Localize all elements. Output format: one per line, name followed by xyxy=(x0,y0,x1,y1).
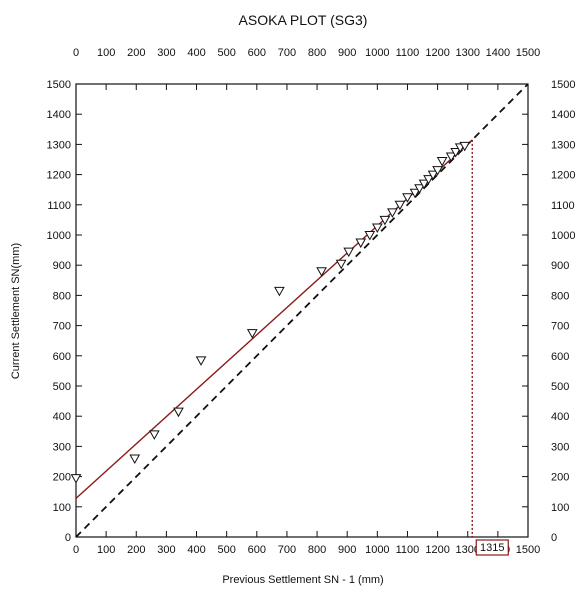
data-point xyxy=(402,193,413,203)
y-tick-label-right: 1300 xyxy=(551,139,575,151)
y-tick-label-right: 1500 xyxy=(551,79,575,91)
data-point xyxy=(450,147,462,158)
data-point xyxy=(364,231,376,241)
data-point xyxy=(436,157,448,167)
y-tick-label-right: 700 xyxy=(551,321,569,333)
x-axis-label: Previous Settlement SN - 1 (mm) xyxy=(222,574,383,586)
x-tick-label: 1100 xyxy=(396,544,420,556)
y-tick-label-right: 600 xyxy=(551,351,569,363)
x-tick-label-top: 600 xyxy=(248,47,266,59)
y-tick-label: 100 xyxy=(53,502,71,514)
data-point xyxy=(427,170,439,181)
y-tick-label-right: 500 xyxy=(551,381,569,393)
data-point xyxy=(195,356,207,366)
x-tick-label-top: 1400 xyxy=(486,47,510,59)
data-point xyxy=(459,141,471,152)
y-tick-label: 200 xyxy=(53,472,71,484)
x-tick-label: 1300 xyxy=(455,544,479,556)
y-tick-label: 1500 xyxy=(47,79,71,91)
data-point xyxy=(316,267,327,277)
y-tick-label-right: 100 xyxy=(551,502,569,514)
y-tick-label: 1000 xyxy=(47,230,71,242)
y-tick-label-right: 1100 xyxy=(551,200,575,212)
data-point xyxy=(129,454,141,464)
y-tick-label: 400 xyxy=(53,411,71,423)
x-tick-label-top: 800 xyxy=(308,47,326,59)
plot-frame xyxy=(75,83,529,538)
x-tick-label: 600 xyxy=(248,544,266,556)
y-tick-label: 300 xyxy=(53,441,71,453)
x-tick-label: 300 xyxy=(157,544,175,556)
data-point xyxy=(418,179,430,190)
y-tick-label-right: 1200 xyxy=(551,170,575,182)
data-point xyxy=(445,152,457,162)
x-tick-label-top: 1500 xyxy=(516,47,540,59)
y-tick-label: 700 xyxy=(53,321,71,333)
x-tick-label: 1200 xyxy=(425,544,449,556)
data-point xyxy=(173,407,184,418)
data-point xyxy=(343,247,355,258)
y-tick-label: 1300 xyxy=(47,139,71,151)
equality-line xyxy=(75,83,529,538)
x-tick-label-top: 100 xyxy=(97,47,115,59)
x-tick-label: 200 xyxy=(127,544,145,556)
x-tick-label-top: 0 xyxy=(73,47,79,59)
x-tick-label: 900 xyxy=(338,544,356,556)
x-tick-label-top: 700 xyxy=(278,47,296,59)
x-tick-label: 100 xyxy=(97,544,115,556)
intersection-label: 1315 xyxy=(480,542,504,554)
intersection-label-box xyxy=(475,539,509,556)
data-point xyxy=(432,166,443,176)
x-tick-label: 1500 xyxy=(516,544,540,556)
data-point xyxy=(148,430,160,440)
y-tick-label: 900 xyxy=(53,260,71,272)
data-point xyxy=(409,188,421,199)
x-tick-label-top: 1100 xyxy=(396,47,420,59)
data-point xyxy=(355,238,367,249)
x-tick-label: 400 xyxy=(187,544,205,556)
data-point xyxy=(70,474,82,484)
y-tick-label-right: 1000 xyxy=(551,230,575,242)
x-tick-label-top: 400 xyxy=(187,47,205,59)
y-tick-label-right: 300 xyxy=(551,441,569,453)
y-tick-label: 1200 xyxy=(47,170,71,182)
y-tick-label-right: 400 xyxy=(551,411,569,423)
data-point xyxy=(387,208,398,218)
y-tick-label: 1400 xyxy=(47,109,71,121)
x-tick-label-top: 1000 xyxy=(365,47,389,59)
x-tick-label: 500 xyxy=(217,544,235,556)
data-point xyxy=(394,200,406,211)
x-tick-label-top: 1200 xyxy=(425,47,449,59)
x-tick-label: 800 xyxy=(308,544,326,556)
y-tick-label-right: 200 xyxy=(551,472,569,484)
y-tick-label-right: 1400 xyxy=(551,109,575,121)
y-tick-label: 500 xyxy=(53,381,71,393)
chart-title: ASOKA PLOT (SG3) xyxy=(239,12,368,28)
x-tick-label-top: 500 xyxy=(217,47,235,59)
data-point xyxy=(335,259,347,270)
y-tick-label-right: 0 xyxy=(551,532,557,544)
data-point xyxy=(423,175,434,185)
x-tick-label-top: 1300 xyxy=(455,47,479,59)
x-tick-label-top: 900 xyxy=(338,47,356,59)
y-tick-label: 1100 xyxy=(47,200,71,212)
y-tick-label: 600 xyxy=(53,351,71,363)
y-tick-label-right: 900 xyxy=(551,260,569,272)
data-point xyxy=(414,184,425,194)
data-point xyxy=(274,286,285,297)
x-tick-label-top: 300 xyxy=(157,47,175,59)
y-tick-label: 800 xyxy=(53,290,71,302)
y-axis-label: Current Settlement SN(mm) xyxy=(10,243,22,379)
data-point xyxy=(371,223,383,233)
x-tick-label: 0 xyxy=(73,544,79,556)
data-point xyxy=(379,215,391,226)
y-tick-label: 0 xyxy=(65,532,71,544)
x-tick-label: 700 xyxy=(278,544,296,556)
y-tick-label-right: 800 xyxy=(551,290,569,302)
x-tick-label-top: 200 xyxy=(127,47,145,59)
data-point xyxy=(246,329,258,339)
x-tick-label: 1000 xyxy=(365,544,389,556)
